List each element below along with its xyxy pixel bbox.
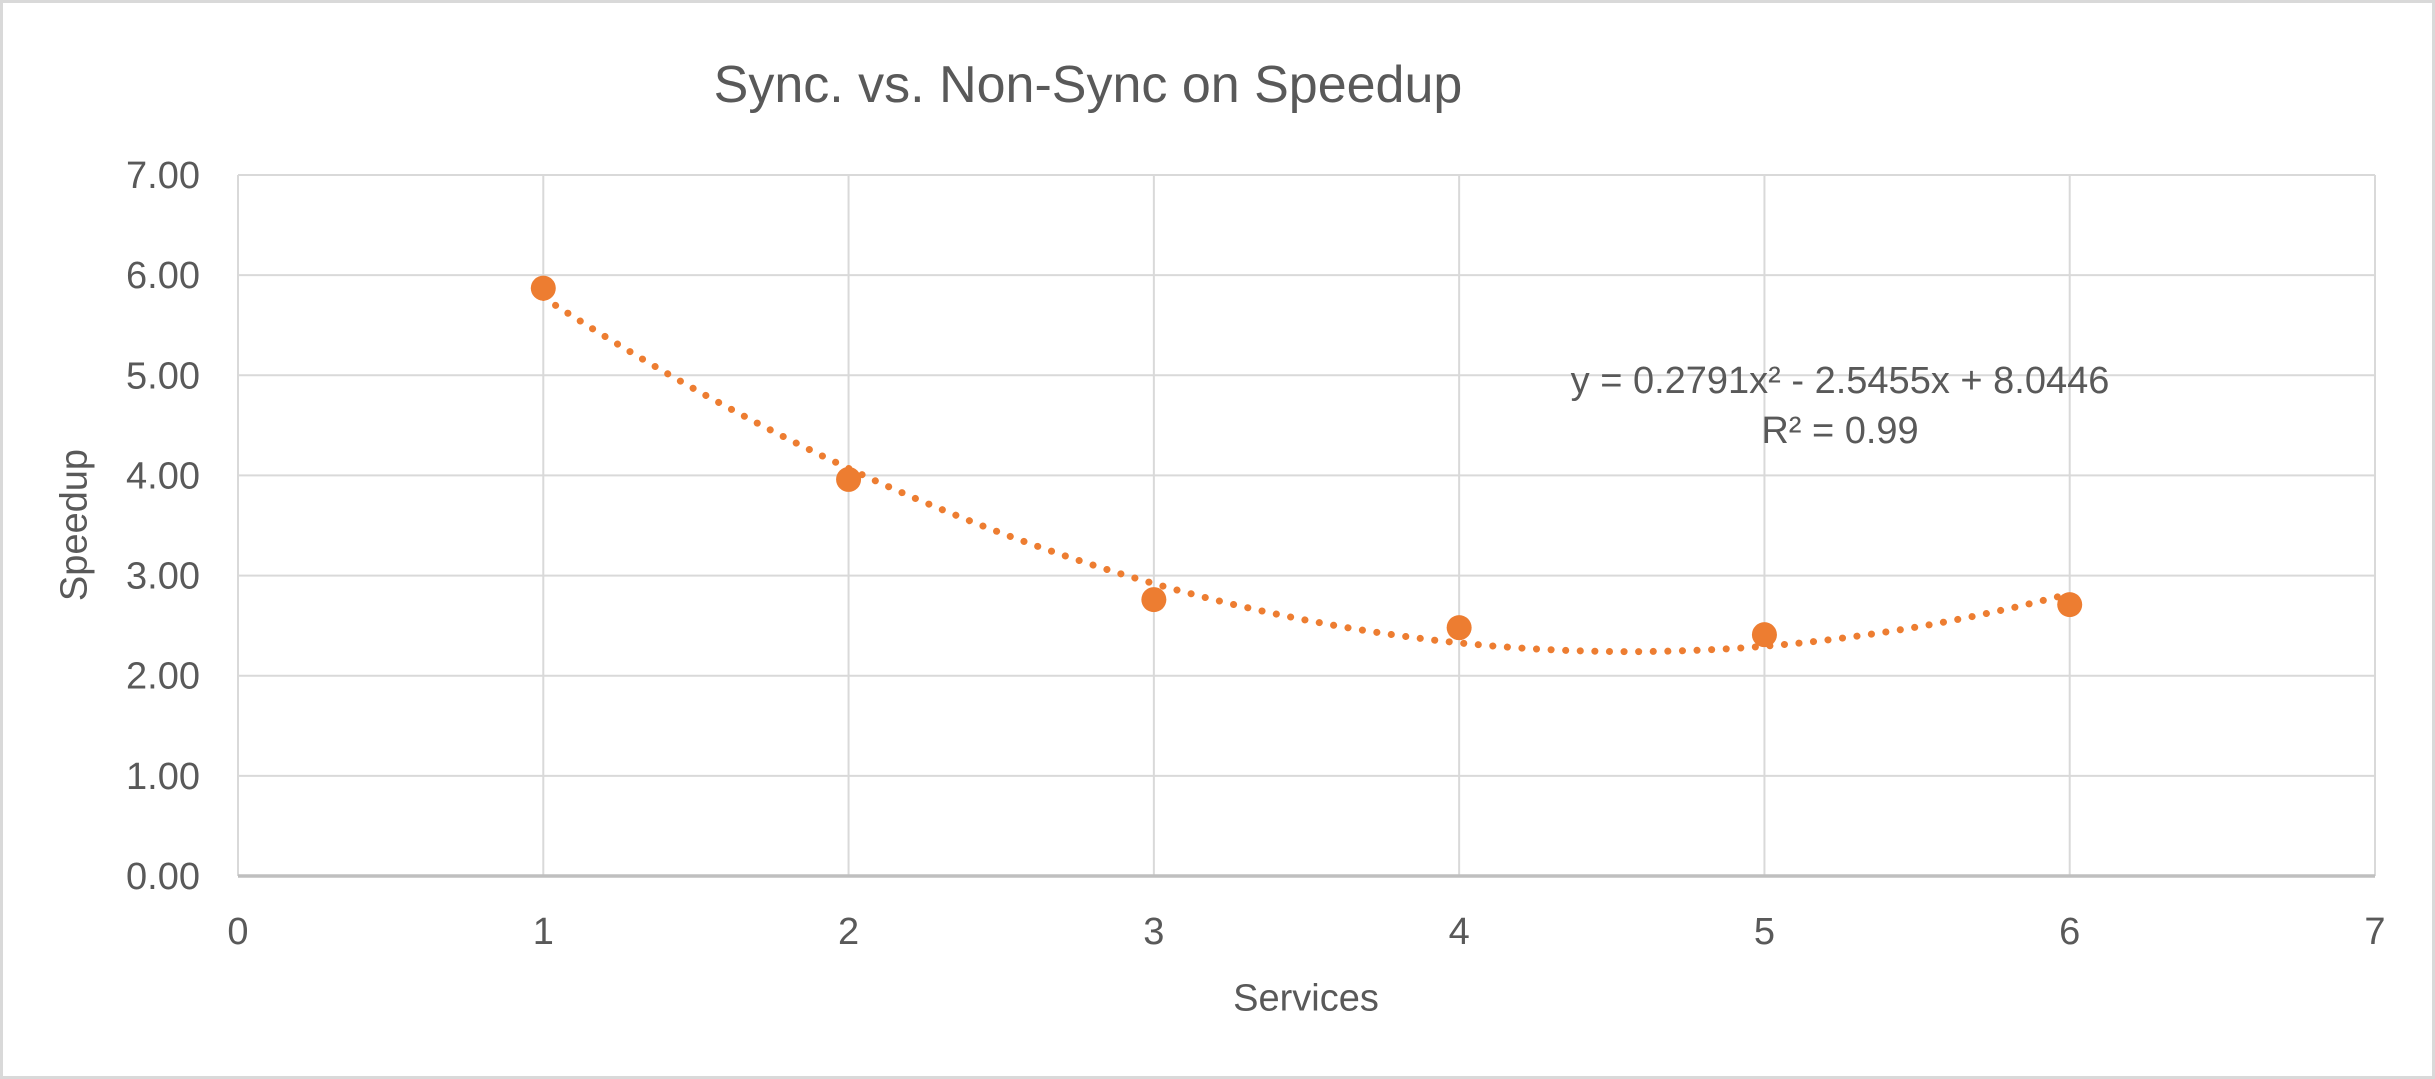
y-tick-label: 7.00 <box>126 155 200 197</box>
y-axis-title: Speedup <box>53 448 96 602</box>
y-tick-label: 3.00 <box>126 556 200 598</box>
data-point <box>1751 622 1777 648</box>
y-tick-label: 6.00 <box>126 255 200 297</box>
x-tick-label: 0 <box>227 911 248 953</box>
trendline-annotation: y = 0.2791x² - 2.5455x + 8.0446 R² = 0.9… <box>1571 356 2110 456</box>
x-tick-label: 7 <box>2364 911 2385 953</box>
plot-area: 0.00 1.00 2.00 3.00 4.00 5.00 6.00 7.00 0 1 2 3 4 5 6 7 <box>126 155 2386 953</box>
x-tick-label: 6 <box>2059 911 2080 953</box>
y-tick-label: 4.00 <box>126 455 200 497</box>
x-tick-label: 1 <box>533 911 554 953</box>
r-squared-label: R² = 0.99 <box>1761 410 1919 452</box>
chart-title: Sync. vs. Non-Sync on Speedup <box>713 56 1463 114</box>
x-axis-title: Services <box>1233 977 1379 1020</box>
trendline <box>539 293 2074 656</box>
trendline-equation: y = 0.2791x² - 2.5455x + 8.0446 <box>1570 360 2110 402</box>
data-point <box>1446 615 1472 641</box>
x-tick-label: 4 <box>1449 911 1470 953</box>
y-tick-label: 5.00 <box>126 355 200 397</box>
y-tick-label: 2.00 <box>126 656 200 698</box>
y-tick-label: 1.00 <box>126 756 200 798</box>
x-tick-label: 2 <box>838 911 859 953</box>
x-tick-label: 5 <box>1754 911 1775 953</box>
data-point <box>530 275 556 301</box>
data-point <box>1141 587 1167 613</box>
y-tick-label: 0.00 <box>126 856 200 898</box>
data-point <box>2057 592 2083 618</box>
data-point <box>836 466 862 492</box>
x-tick-label: 3 <box>1143 911 1164 953</box>
